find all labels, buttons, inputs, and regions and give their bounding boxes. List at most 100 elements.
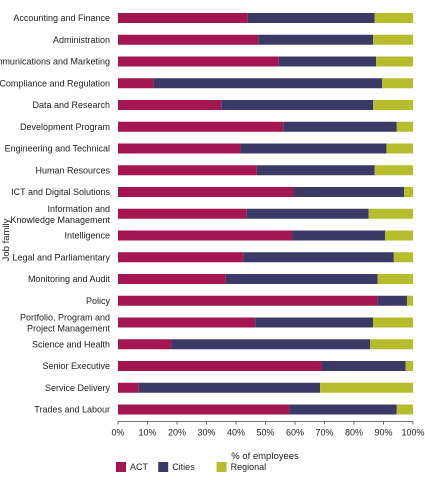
category-label-7: Human Resources	[35, 165, 110, 175]
legend-label-cities: Cities	[172, 462, 195, 472]
bar-segment-regional-1	[373, 34, 413, 45]
x-tick-label-5: 50%	[256, 428, 274, 438]
bar-segment-cities-9	[246, 208, 369, 219]
bar-segment-regional-5	[396, 121, 413, 132]
bar-segment-act-13	[118, 295, 378, 306]
bar-segment-act-1	[118, 34, 259, 45]
x-tick-label-7: 70%	[315, 428, 333, 438]
category-labels: Accounting and Finance Administration Comm…	[0, 13, 111, 415]
bar-segment-cities-4	[221, 100, 374, 110]
category-label-9-line-1: Knowledge Management	[10, 215, 110, 225]
bar-segment-cities-0	[247, 13, 375, 23]
bar-segment-regional-2	[376, 56, 414, 67]
bar-segment-cities-7	[256, 165, 375, 176]
category-label-16: Senior Executive	[42, 361, 110, 371]
bar-segment-cities-18	[289, 404, 397, 415]
bar-segment-act-2	[118, 56, 279, 67]
bar-segment-act-8	[118, 187, 294, 197]
category-label-4: Data and Research	[32, 100, 110, 110]
bar-segment-cities-1	[258, 34, 374, 45]
bar-segment-cities-11	[243, 252, 394, 263]
bar-segment-act-16	[118, 361, 322, 371]
bar-segment-cities-15	[171, 339, 371, 350]
plot-area	[118, 13, 414, 415]
bar-segment-regional-18	[396, 404, 413, 415]
bar-segment-regional-15	[370, 339, 413, 350]
x-tick-label-10: 100%	[401, 428, 424, 438]
category-label-5: Development Program	[20, 122, 110, 132]
x-tick-label-8: 80%	[345, 428, 363, 438]
bar-segment-regional-12	[377, 274, 413, 284]
bar-segment-cities-2	[278, 56, 377, 67]
bar-segment-act-18	[118, 404, 290, 415]
bar-segment-cities-10	[292, 230, 385, 241]
x-axis-title: % of employees	[231, 451, 299, 462]
x-axis: 0% 10% 20% 30% 40% 50% 60% 70% 80% 90% 100%	[111, 421, 425, 438]
bar-segment-act-14	[118, 317, 256, 328]
category-label-15: Science and Health	[32, 339, 110, 349]
x-tick-label-0: 0%	[111, 428, 124, 438]
category-label-14-line-0: Portfolio, Program and	[20, 313, 110, 323]
bar-segment-cities-17	[138, 382, 321, 393]
bar-segment-act-4	[118, 100, 222, 110]
bar-segment-act-3	[118, 78, 154, 89]
category-label-1: Administration	[53, 35, 110, 45]
bar-segment-regional-11	[393, 252, 413, 263]
bar-segment-act-0	[118, 13, 248, 23]
legend-swatch-cities	[158, 462, 169, 472]
category-label-2: Communications and Marketing	[0, 57, 110, 67]
x-tick-label-1: 10%	[138, 428, 156, 438]
category-label-3: Compliance and Regulation	[0, 78, 110, 88]
category-label-11: Legal and Parliamentary	[12, 252, 110, 262]
bar-segment-act-10	[118, 230, 293, 241]
x-tick-label-3: 30%	[197, 428, 215, 438]
legend-label-act: ACT	[130, 462, 149, 472]
bar-segment-act-5	[118, 121, 284, 132]
bar-segment-act-6	[118, 143, 241, 154]
category-label-14: Portfolio, Program and Project Management	[20, 313, 111, 334]
legend-label-regional: Regional	[231, 462, 267, 472]
bar-segment-act-9	[118, 208, 247, 219]
bar-segment-regional-4	[373, 100, 413, 110]
bar-segment-regional-10	[384, 230, 413, 241]
x-tick-label-2: 20%	[168, 428, 186, 438]
category-label-17: Service Delivery	[45, 383, 111, 393]
category-label-13: Policy	[86, 296, 111, 306]
category-label-0: Accounting and Finance	[13, 13, 110, 23]
bar-segment-cities-12	[225, 274, 378, 284]
category-label-6: Engineering and Technical	[5, 144, 110, 154]
bar-segment-cities-3	[153, 78, 383, 89]
bar-segment-regional-16	[405, 361, 414, 371]
category-label-8: ICT and Digital Solutions	[11, 187, 110, 197]
category-label-9-line-0: Information and	[47, 204, 110, 214]
bar-segment-regional-6	[386, 143, 413, 154]
bar-segment-regional-3	[382, 78, 413, 89]
x-tick-label-6: 60%	[286, 428, 304, 438]
bar-segment-act-11	[118, 252, 244, 263]
legend-swatch-regional	[216, 462, 227, 472]
bar-segment-act-15	[118, 339, 172, 350]
bar-segment-cities-5	[283, 121, 397, 132]
bar-segment-cities-14	[255, 317, 374, 328]
legend: ACT Cities Regional	[116, 462, 266, 472]
bar-segment-regional-7	[374, 165, 413, 176]
bar-segment-regional-8	[404, 187, 413, 197]
x-tick-label-4: 40%	[227, 428, 245, 438]
category-label-18: Trades and Labour	[34, 405, 110, 415]
bar-segment-regional-0	[374, 13, 413, 23]
bar-segment-regional-13	[407, 295, 413, 306]
category-label-12: Monitoring and Audit	[28, 274, 111, 284]
bar-segment-act-7	[118, 165, 257, 176]
bar-segment-cities-13	[377, 295, 408, 306]
category-label-9: Information and Knowledge Management	[10, 204, 110, 225]
bar-segment-act-17	[118, 382, 139, 393]
x-tick-label-9: 90%	[374, 428, 392, 438]
bar-segment-cities-8	[293, 187, 405, 197]
bar-segment-cities-16	[321, 361, 406, 371]
category-label-14-line-1: Project Management	[27, 324, 111, 334]
bar-segment-act-12	[118, 274, 226, 284]
legend-swatch-act	[116, 462, 126, 472]
category-label-10: Intelligence	[64, 231, 110, 241]
y-axis-title: Job family	[1, 218, 12, 261]
